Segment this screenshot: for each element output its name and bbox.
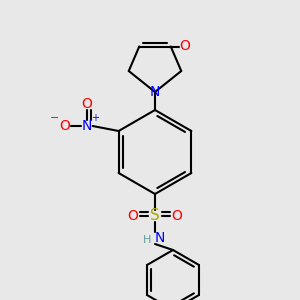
Text: O: O — [172, 209, 182, 223]
Text: N: N — [150, 85, 160, 99]
Text: S: S — [150, 208, 160, 224]
Text: +: + — [91, 113, 99, 123]
Text: O: O — [59, 119, 70, 133]
Text: O: O — [81, 97, 92, 111]
Text: N: N — [155, 231, 165, 245]
Text: H: H — [143, 235, 151, 245]
Text: O: O — [179, 40, 190, 53]
Text: O: O — [128, 209, 138, 223]
Text: −: − — [50, 113, 59, 123]
Text: N: N — [81, 119, 92, 133]
